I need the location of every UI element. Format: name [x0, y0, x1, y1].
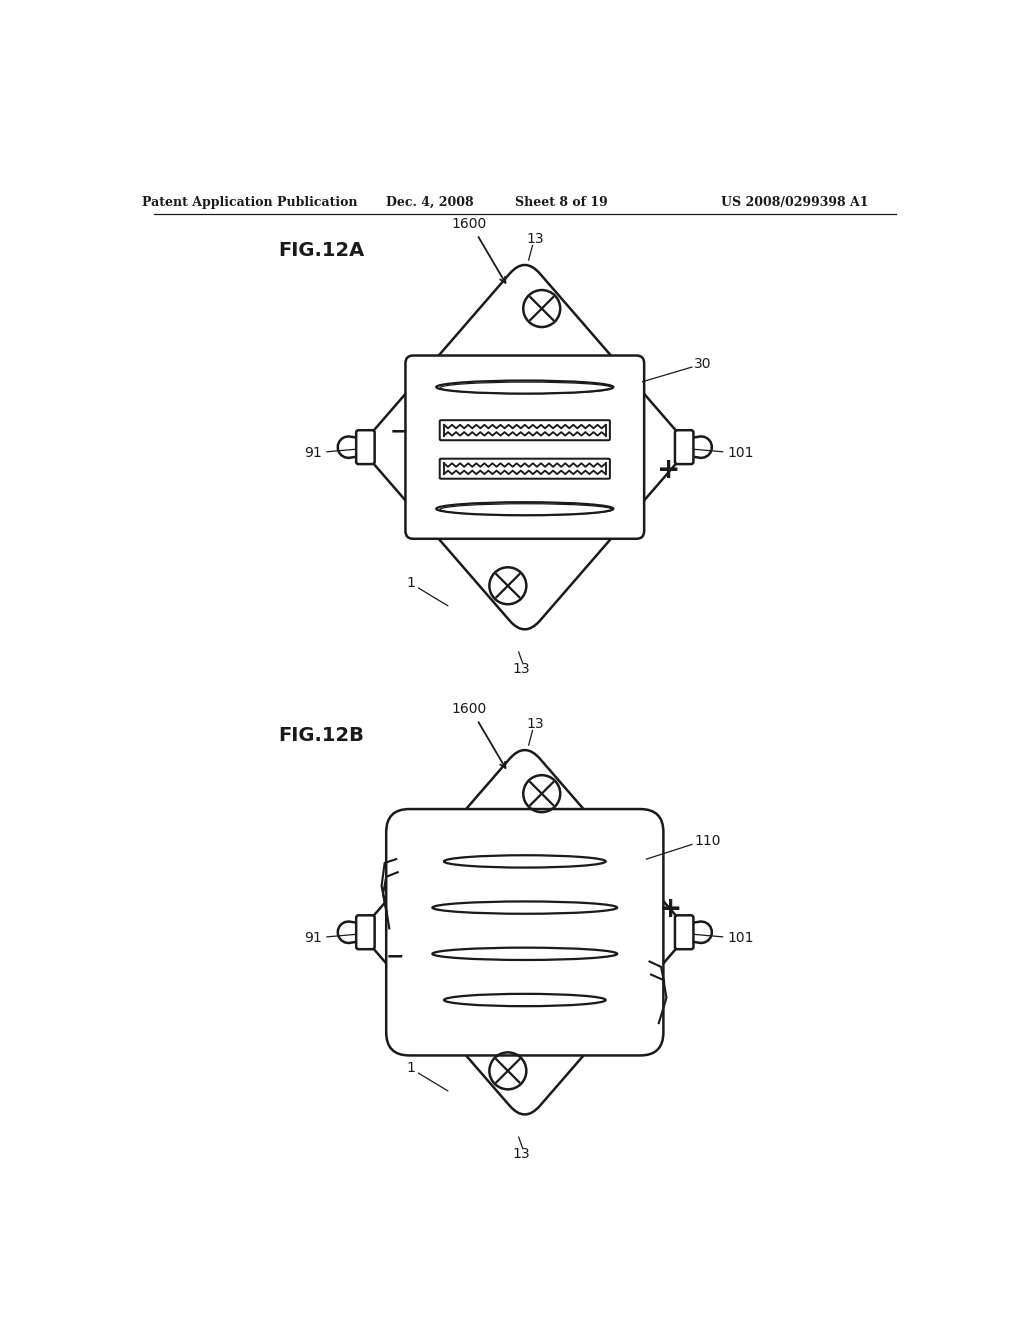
FancyBboxPatch shape	[386, 809, 664, 1056]
FancyBboxPatch shape	[675, 915, 693, 949]
Text: 101: 101	[727, 446, 754, 461]
Text: 110: 110	[694, 834, 721, 849]
Text: 30: 30	[694, 356, 712, 371]
Text: 91: 91	[304, 446, 323, 461]
Text: +: +	[659, 895, 683, 923]
Text: Patent Application Publication: Patent Application Publication	[142, 195, 357, 209]
FancyBboxPatch shape	[406, 355, 644, 539]
Text: 91: 91	[304, 932, 323, 945]
Text: 101: 101	[727, 932, 754, 945]
Text: +: +	[657, 457, 681, 484]
Text: −: −	[390, 422, 409, 442]
Text: FIG.12B: FIG.12B	[279, 726, 365, 746]
Text: 1600: 1600	[452, 702, 487, 715]
Text: US 2008/0299398 A1: US 2008/0299398 A1	[721, 195, 868, 209]
Text: Sheet 8 of 19: Sheet 8 of 19	[515, 195, 608, 209]
Text: 13: 13	[512, 1147, 529, 1162]
Text: 13: 13	[526, 717, 545, 731]
Text: 1: 1	[407, 576, 416, 590]
FancyBboxPatch shape	[675, 430, 693, 465]
Text: 13: 13	[512, 661, 529, 676]
FancyBboxPatch shape	[356, 430, 375, 465]
Text: 13: 13	[526, 232, 545, 247]
Text: FIG.12A: FIG.12A	[279, 242, 365, 260]
Text: 1: 1	[407, 1061, 416, 1074]
Text: 1600: 1600	[452, 216, 487, 231]
Text: Dec. 4, 2008: Dec. 4, 2008	[385, 195, 473, 209]
Text: −: −	[386, 946, 404, 966]
FancyBboxPatch shape	[356, 915, 375, 949]
